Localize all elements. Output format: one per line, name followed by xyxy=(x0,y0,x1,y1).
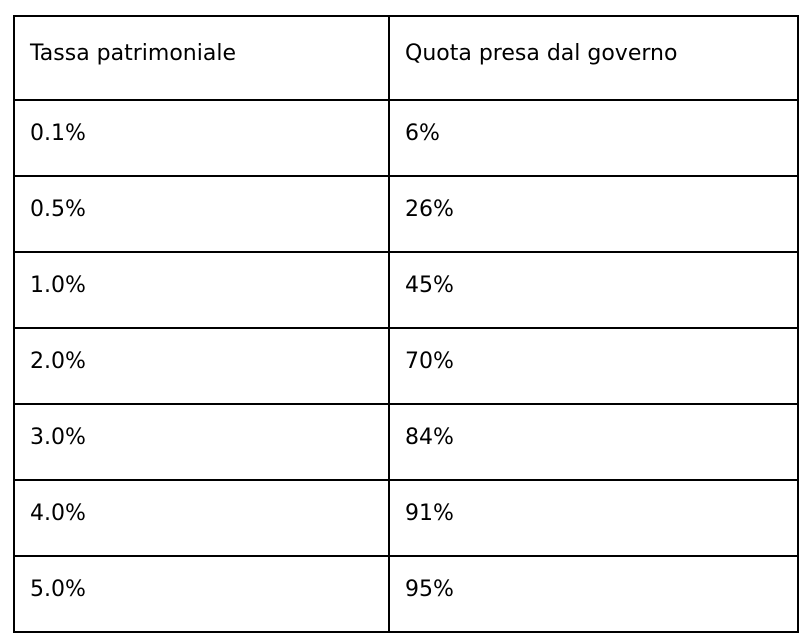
cell-tax-rate: 5.0% xyxy=(13,555,390,633)
cell-government-share: 45% xyxy=(388,251,799,329)
header-cell-government-share: Quota presa dal governo xyxy=(388,15,799,101)
table-row: 1.0% 45% xyxy=(13,251,799,329)
table-row: 5.0% 95% xyxy=(13,555,799,633)
header-cell-tax-rate: Tassa patrimoniale xyxy=(13,15,390,101)
cell-tax-rate: 0.1% xyxy=(13,99,390,177)
header-row: Tassa patrimoniale Quota presa dal gover… xyxy=(13,15,799,101)
table-row: 0.5% 26% xyxy=(13,175,799,253)
cell-tax-rate: 0.5% xyxy=(13,175,390,253)
table-header: Tassa patrimoniale Quota presa dal gover… xyxy=(13,15,799,101)
cell-tax-rate: 4.0% xyxy=(13,479,390,557)
table-row: 3.0% 84% xyxy=(13,403,799,481)
cell-government-share: 70% xyxy=(388,327,799,405)
table-row: 0.1% 6% xyxy=(13,99,799,177)
table-body: 0.1% 6% 0.5% 26% 1.0% 45% 2.0% 70% 3.0% … xyxy=(13,99,799,633)
cell-tax-rate: 1.0% xyxy=(13,251,390,329)
cell-government-share: 6% xyxy=(388,99,799,177)
wealth-tax-table: Tassa patrimoniale Quota presa dal gover… xyxy=(13,15,799,633)
table-row: 2.0% 70% xyxy=(13,327,799,405)
cell-government-share: 95% xyxy=(388,555,799,633)
table-row: 4.0% 91% xyxy=(13,479,799,557)
cell-government-share: 91% xyxy=(388,479,799,557)
cell-tax-rate: 2.0% xyxy=(13,327,390,405)
cell-government-share: 84% xyxy=(388,403,799,481)
cell-tax-rate: 3.0% xyxy=(13,403,390,481)
cell-government-share: 26% xyxy=(388,175,799,253)
